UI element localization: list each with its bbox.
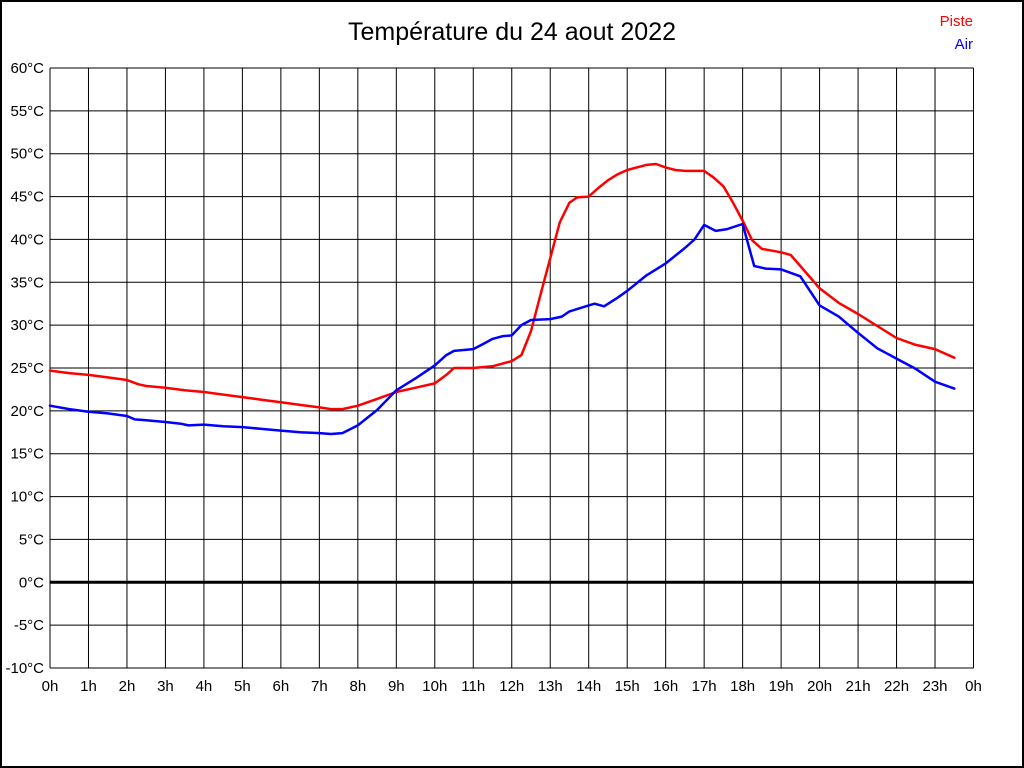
y-axis-tick-label: 60°C bbox=[10, 60, 44, 77]
legend-label-piste: Piste bbox=[939, 13, 973, 30]
legend-item-air: Air bbox=[940, 33, 973, 56]
x-axis-tick-label: 1h bbox=[80, 678, 97, 695]
y-axis-tick-label: 35°C bbox=[10, 274, 44, 291]
x-axis-tick-label: 22h bbox=[884, 678, 909, 695]
chart-title: Température du 24 aout 2022 bbox=[347, 18, 676, 46]
y-axis-tick-label: -5°C bbox=[14, 617, 44, 634]
x-axis-tick-label: 16h bbox=[653, 678, 678, 695]
series-piste-line bbox=[48, 162, 956, 411]
x-axis-tick-label: 2h bbox=[119, 678, 136, 695]
x-axis-tick-label: 12h bbox=[499, 678, 524, 695]
y-axis-tick-label: 50°C bbox=[10, 146, 44, 163]
x-axis-tick-label: 10h bbox=[422, 678, 447, 695]
y-axis-tick-label: 5°C bbox=[19, 531, 44, 548]
x-axis-tick-label: 13h bbox=[538, 678, 563, 695]
y-axis-tick-label: 25°C bbox=[10, 360, 44, 377]
x-axis-tick-label: 0h bbox=[42, 678, 59, 695]
y-axis-tick-label: 15°C bbox=[10, 446, 44, 463]
y-axis-tick-label: 10°C bbox=[10, 489, 44, 506]
y-axis-tick-label: 40°C bbox=[10, 231, 44, 248]
x-axis-tick-label: 21h bbox=[846, 678, 871, 695]
x-axis-tick-label: 0h bbox=[965, 678, 982, 695]
legend: Piste Air bbox=[940, 10, 973, 56]
x-axis-tick-label: 15h bbox=[615, 678, 640, 695]
y-axis-tick-label: 20°C bbox=[10, 403, 44, 420]
x-axis-tick-label: 5h bbox=[234, 678, 251, 695]
y-axis-tick-label: 55°C bbox=[10, 103, 44, 120]
x-axis-tick-label: 19h bbox=[769, 678, 794, 695]
x-axis-tick-label: 4h bbox=[196, 678, 213, 695]
y-axis-tick-label: -10°C bbox=[5, 660, 44, 677]
x-axis-tick-label: 11h bbox=[461, 678, 485, 695]
legend-item-piste: Piste bbox=[940, 10, 973, 33]
y-axis-tick-label: 45°C bbox=[10, 189, 44, 206]
x-axis-tick-label: 17h bbox=[692, 678, 717, 695]
x-axis-tick-label: 9h bbox=[388, 678, 405, 695]
y-axis-tick-label: 0°C bbox=[19, 574, 44, 591]
x-axis-tick-label: 14h bbox=[576, 678, 601, 695]
x-axis-tick-label: 6h bbox=[273, 678, 290, 695]
x-axis-tick-label: 7h bbox=[311, 678, 328, 695]
x-axis-tick-label: 8h bbox=[349, 678, 366, 695]
x-axis-tick-label: 23h bbox=[923, 678, 948, 695]
x-axis-tick-label: 18h bbox=[730, 678, 755, 695]
x-axis-tick-label: 20h bbox=[807, 678, 832, 695]
x-axis-tick-label: 3h bbox=[157, 678, 174, 695]
legend-label-air: Air bbox=[954, 36, 973, 53]
y-axis-tick-label: 30°C bbox=[10, 317, 44, 334]
series-air-line bbox=[48, 222, 956, 436]
